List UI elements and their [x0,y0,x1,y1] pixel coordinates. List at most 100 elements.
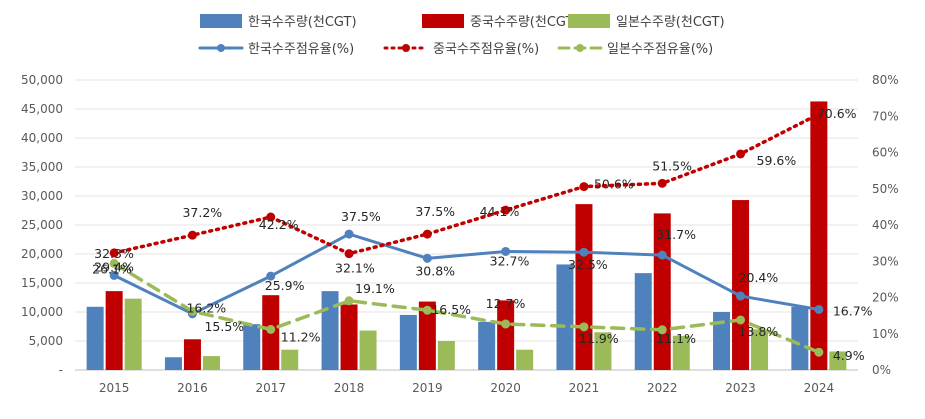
line-point [814,347,824,357]
line-point [109,270,119,280]
x-axis-tick-label: 2019 [412,381,443,395]
left-axis-tick-label: 25,000 [21,218,63,232]
line-point [266,324,276,334]
data-label: 37.5% [415,204,455,219]
data-label: 51.5% [652,158,692,173]
data-label: 16.2% [186,300,226,315]
legend-swatch [568,14,610,28]
data-label: 20.4% [739,270,779,285]
bar [418,301,436,370]
legend-label: 중국수주점유율(%) [433,42,539,57]
line-series [109,109,824,357]
line-point [579,247,589,257]
bar [751,329,769,370]
data-label: 32.5% [568,257,608,272]
bar [183,339,201,370]
legend-label: 한국수주량(천CGT) [248,15,357,30]
series-line [112,261,821,354]
bar [516,349,534,370]
line-point [657,250,667,260]
left-axis-tick-label: - [59,363,63,377]
line-point [657,325,667,335]
legend-label: 중국수주량(천CGT) [470,15,579,30]
bar [497,300,515,370]
legend-label: 한국수주점유율(%) [248,42,354,57]
data-label: 42.2% [259,217,299,232]
line-point [422,229,432,239]
right-axis-tick-label: 60% [872,146,899,160]
bar [575,204,593,370]
data-label: 70.6% [817,106,857,121]
data-label: 16.5% [431,302,471,317]
line-point [187,306,197,316]
left-axis-tick-label: 5,000 [29,334,63,348]
left-axis-ticks: - 5,000 10,000 15,000 20,000 25,000 30,000 35,0… [21,73,63,377]
bar [810,101,828,371]
bar [164,357,182,370]
data-label: 32.3% [94,246,134,261]
series-line [112,112,821,256]
data-label: 32.1% [335,261,375,276]
bar-series [86,101,847,371]
left-axis-tick-label: 15,000 [21,276,63,290]
bar [359,330,377,370]
line-point [736,149,746,159]
right-axis-tick-label: 0% [872,363,891,377]
right-axis-tick-label: 30% [872,254,899,268]
bar [478,321,496,370]
bar [791,306,809,370]
line-point [736,315,746,325]
line-point [344,229,354,239]
left-axis-tick-label: 40,000 [21,131,63,145]
left-axis-tick-label: 45,000 [21,102,63,116]
data-label: 37.2% [182,205,222,220]
data-label: 59.6% [757,153,797,168]
legend-label: 일본수주점유율(%) [607,42,713,57]
legend-label: 일본수주량(천CGT) [616,15,725,30]
line-point [814,304,824,314]
data-label: 12.7% [486,296,526,311]
right-axis-tick-label: 20% [872,291,899,305]
data-label: 26.1% [92,261,132,276]
data-label: 16.7% [833,303,873,318]
line-point [187,230,197,240]
bar [243,324,261,370]
data-label: 44.1% [480,204,520,219]
line-point [266,212,276,222]
data-label: 25.9% [265,278,305,293]
left-axis-tick-label: 20,000 [21,247,63,261]
data-label: 19.1% [355,281,395,296]
x-axis-tick-label: 2022 [647,381,678,395]
line-point [579,322,589,332]
line-point [266,271,276,281]
bar [594,332,612,370]
line-point [344,249,354,259]
bar [321,291,339,370]
line-point [422,305,432,315]
left-axis-tick-label: 50,000 [21,73,63,87]
bar [634,273,652,370]
legend: 한국수주량(천CGT) 중국수주량(천CGT) 일본수주량(천CGT) 한국수주점유율… [198,14,725,57]
left-axis-tick-label: 10,000 [21,305,63,319]
bar [437,341,455,370]
right-axis-tick-label: 70% [872,109,899,123]
legend-marker [217,44,225,52]
line-point [814,109,824,119]
legend-swatch [200,14,242,28]
right-axis-tick-label: 80% [872,73,899,87]
data-label: 15.5% [204,319,244,334]
bar [732,200,750,370]
series-line [112,232,821,316]
data-label: 4.9% [833,348,865,363]
line-point [579,182,589,192]
data-labels: 26.1% 15.5% 25.9% 37.5% 30.8% 32.7% 32.5% 31.7%… [92,106,873,363]
data-label: 30.8% [415,263,455,278]
x-axis-tick-label: 2021 [569,381,600,395]
bar [281,349,299,370]
data-label: 11.2% [281,329,321,344]
line-point [736,291,746,301]
right-axis-tick-label: 50% [872,182,899,196]
x-axis-tick-label: 2016 [177,381,208,395]
bar [672,335,690,370]
